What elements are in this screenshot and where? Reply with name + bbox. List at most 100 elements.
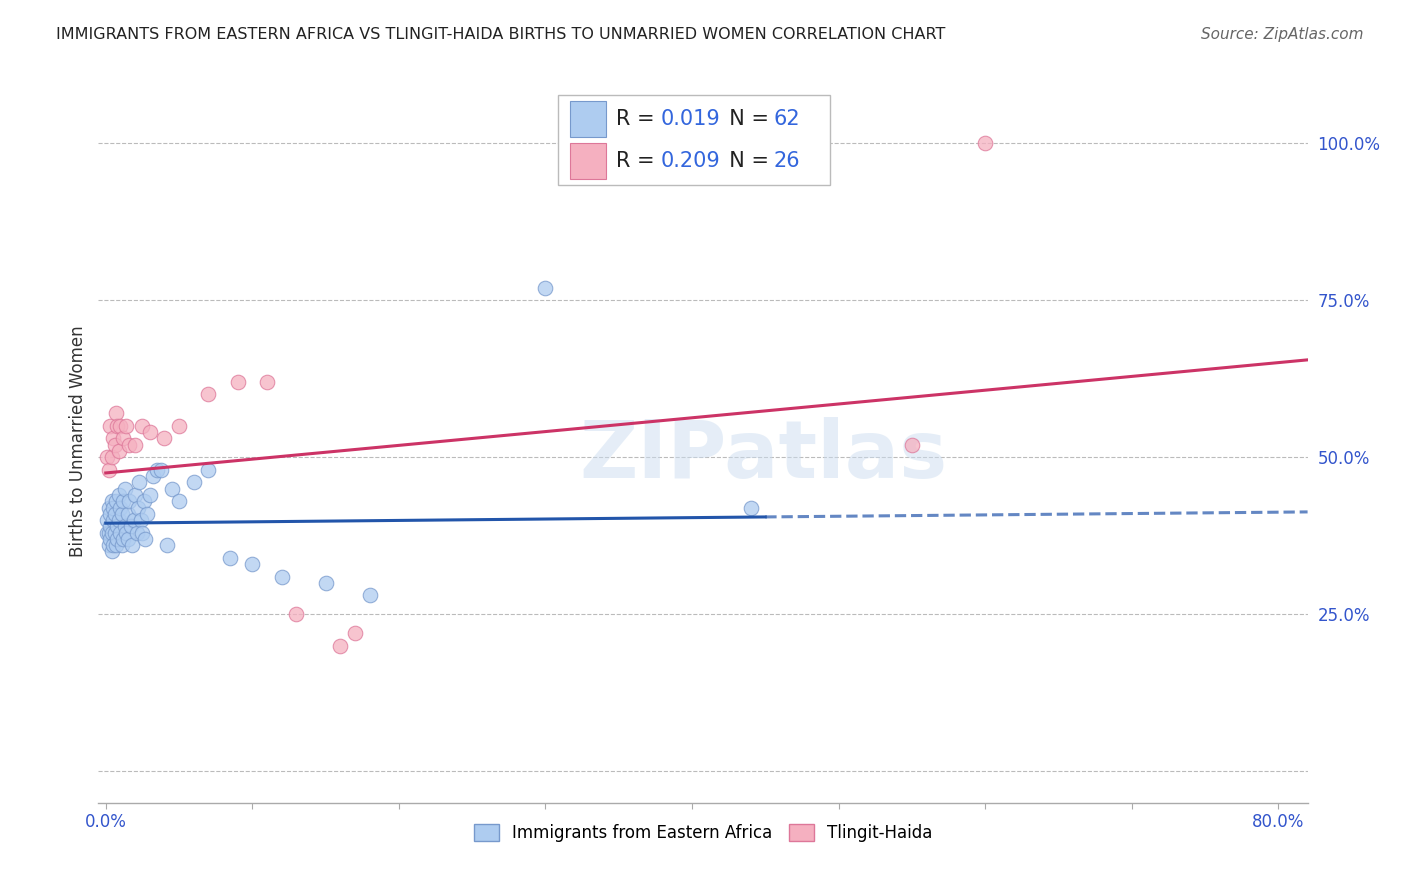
Point [103, 507, 125, 521]
Point [901, 438, 924, 452]
Point [112, 532, 135, 546]
Point [97, 463, 120, 477]
Point [107, 418, 129, 433]
Text: N =: N = [716, 151, 776, 170]
Point [285, 607, 308, 622]
Point [96, 525, 118, 540]
Point [138, 488, 160, 502]
Point [131, 525, 153, 540]
Point [114, 519, 136, 533]
Point [138, 425, 160, 439]
Text: N =: N = [716, 109, 776, 129]
Text: ZIPatlas: ZIPatlas [579, 417, 948, 495]
Point [97, 525, 120, 540]
Point [112, 494, 135, 508]
Point [118, 494, 141, 508]
Text: R =: R = [616, 151, 661, 170]
Text: 62: 62 [773, 109, 800, 129]
Text: R =: R = [616, 109, 661, 129]
Point [103, 525, 125, 540]
Point [105, 494, 128, 508]
Point [101, 538, 124, 552]
Point [134, 532, 156, 546]
Point [111, 538, 134, 552]
Point [110, 500, 132, 515]
Point [142, 469, 165, 483]
Point [240, 557, 263, 571]
Point [183, 475, 205, 490]
Point [534, 280, 557, 294]
Point [167, 418, 190, 433]
Point [108, 513, 131, 527]
Point [112, 431, 135, 445]
Point [226, 375, 249, 389]
Point [101, 500, 124, 515]
Point [146, 463, 169, 477]
Point [111, 507, 134, 521]
Point [219, 550, 242, 565]
Point [101, 431, 124, 445]
FancyBboxPatch shape [558, 95, 830, 185]
Point [98, 532, 121, 546]
Y-axis label: Births to Unmarried Women: Births to Unmarried Women [69, 326, 87, 558]
Point [127, 500, 149, 515]
Text: 0.209: 0.209 [661, 151, 720, 170]
Point [103, 438, 125, 452]
Text: 26: 26 [773, 151, 800, 170]
Point [98, 507, 121, 521]
Point [160, 482, 183, 496]
Point [96, 513, 118, 527]
Point [115, 418, 138, 433]
Point [197, 463, 219, 477]
Point [153, 431, 176, 445]
Point [100, 450, 122, 465]
Point [122, 513, 145, 527]
Point [150, 463, 173, 477]
Point [974, 136, 997, 150]
Point [156, 538, 179, 552]
Point [343, 626, 366, 640]
Point [125, 525, 148, 540]
FancyBboxPatch shape [569, 143, 606, 178]
Point [197, 387, 219, 401]
Legend: Immigrants from Eastern Africa, Tlingit-Haida: Immigrants from Eastern Africa, Tlingit-… [464, 814, 942, 852]
Point [98, 519, 121, 533]
Point [359, 589, 381, 603]
Point [120, 519, 142, 533]
Point [132, 494, 155, 508]
Point [108, 444, 131, 458]
Point [124, 438, 146, 452]
Point [128, 475, 150, 490]
Point [110, 418, 132, 433]
Point [129, 513, 152, 527]
Point [100, 544, 122, 558]
Point [740, 500, 762, 515]
Point [101, 513, 124, 527]
Text: 0.019: 0.019 [661, 109, 720, 129]
Point [329, 639, 352, 653]
Point [107, 519, 129, 533]
Point [117, 507, 139, 521]
FancyBboxPatch shape [569, 101, 606, 137]
Point [118, 438, 141, 452]
Point [115, 525, 138, 540]
Point [97, 538, 120, 552]
Point [98, 418, 121, 433]
Point [97, 500, 120, 515]
Point [110, 525, 132, 540]
Point [100, 494, 122, 508]
Point [167, 494, 190, 508]
Point [114, 482, 136, 496]
Text: Source: ZipAtlas.com: Source: ZipAtlas.com [1201, 27, 1364, 42]
Point [256, 375, 278, 389]
Point [315, 575, 337, 590]
Point [108, 488, 131, 502]
Point [124, 488, 146, 502]
Point [121, 538, 143, 552]
Point [105, 538, 128, 552]
Point [270, 569, 292, 583]
Point [135, 507, 157, 521]
Point [131, 418, 153, 433]
Point [105, 406, 128, 420]
Point [117, 532, 139, 546]
